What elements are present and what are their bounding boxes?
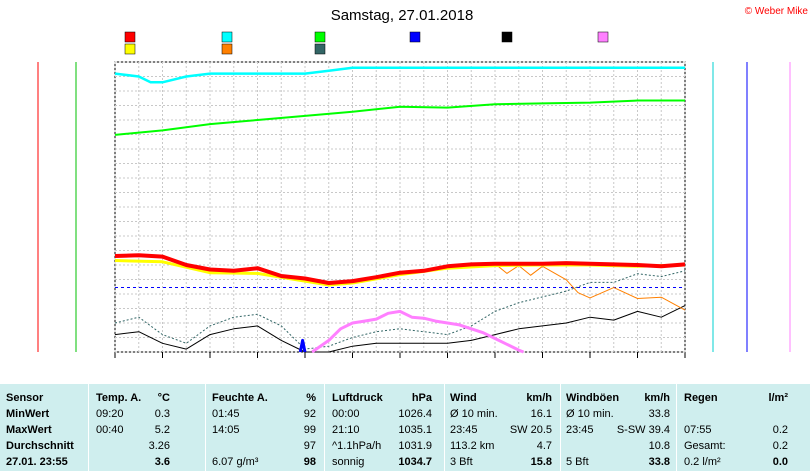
summary-divider (676, 384, 677, 471)
series-line-luftdruck (114, 99, 685, 136)
copyright-text: © Weber Mike (745, 6, 809, 17)
summary-cell: km/h (526, 392, 552, 404)
series-line-solar (311, 309, 525, 354)
summary-cell: Sensor (6, 392, 44, 404)
summary-divider (88, 384, 89, 471)
summary-cell: 3 Bft (450, 456, 473, 468)
summary-cell: hPa (411, 392, 432, 404)
summary-cell: 07:55 (684, 424, 712, 436)
summary-cell: 10.8 (648, 440, 670, 452)
summary-cell: S-SW 39.4 (616, 424, 670, 436)
chart-grid (114, 61, 686, 353)
summary-cell: 5.2 (154, 424, 170, 436)
chart-title: Samstag, 27.01.2018 (331, 7, 474, 24)
summary-cell: sonnig (332, 456, 365, 468)
summary-cell: l/m² (768, 392, 788, 404)
summary-cell: Ø 10 min. (566, 408, 614, 420)
summary-cell: 5 Bft (566, 456, 589, 468)
summary-cell: Wind (450, 392, 477, 404)
summary-cell: 98 (303, 456, 316, 468)
weather-chart: Samstag, 27.01.2018 © Weber Mike (37, 6, 809, 358)
summary-cell: 00:00 (332, 408, 360, 420)
legend-swatch (409, 31, 421, 43)
summary-divider (205, 384, 206, 471)
series-line-feuchtea (114, 66, 685, 84)
legend-swatch (597, 31, 609, 43)
summary-cell: 27.01. 23:55 (6, 456, 68, 468)
summary-cell: 09:20 (96, 408, 124, 420)
legend-swatch (221, 31, 233, 43)
summary-cell: MaxWert (6, 424, 52, 436)
summary-cell: 33.8 (648, 408, 670, 420)
summary-cell: SW 20.5 (509, 424, 552, 436)
summary-divider (560, 384, 561, 471)
summary-cell: 16.1 (530, 408, 552, 420)
legend-swatch (124, 43, 136, 55)
chart-series (114, 66, 686, 354)
legend-swatch (314, 43, 326, 55)
summary-cell: 0.2 (772, 424, 788, 436)
summary-cell: 23:45 (450, 424, 478, 436)
summary-cell: 6.07 g/m³ (212, 456, 259, 468)
chart-axes (37, 62, 791, 358)
summary-cell: 23:45 (566, 424, 594, 436)
summary-cell: 1035.1 (398, 424, 432, 436)
summary-cell: Temp. A. (96, 392, 142, 404)
summary-cell: Windböen (566, 392, 620, 404)
summary-cell: % (306, 392, 316, 404)
summary-cell: 15.8 (530, 456, 552, 468)
summary-cell: 4.7 (536, 440, 552, 452)
legend-swatch (221, 43, 233, 55)
series-line-regen (298, 338, 307, 353)
summary-cell: Regen (684, 392, 718, 404)
summary-cell: Gesamt: (684, 440, 726, 452)
summary-cell: Ø 10 min. (450, 408, 498, 420)
chart-legend (124, 31, 609, 55)
series-line-tempa (114, 253, 686, 285)
legend-swatch (501, 31, 513, 43)
summary-cell: Luftdruck (332, 392, 383, 404)
summary-cell: ^1.1hPa/h (332, 440, 382, 452)
summary-cell: 0.0 (772, 456, 788, 468)
summary-cell: km/h (644, 392, 670, 404)
summary-cell: Durchschnitt (6, 440, 74, 452)
summary-cell: 1031.9 (398, 440, 432, 452)
summary-table: Sensor Temp. A. °C Feuchte A.% Luftdruck hPa W… (0, 384, 810, 471)
summary-divider (444, 384, 445, 471)
summary-cell: 1034.7 (398, 456, 432, 468)
summary-cell: 0.2 (772, 440, 788, 452)
summary-cell: 99 (303, 424, 316, 436)
summary-cell: 97 (303, 440, 316, 452)
summary-cell: 1026.4 (398, 408, 432, 420)
summary-cell: 92 (303, 408, 316, 420)
summary-cell: 21:10 (332, 424, 360, 436)
summary-cell: Feuchte A. (212, 392, 268, 404)
summary-cell: 00:40 (96, 424, 124, 436)
summary-cell: 3.6 (154, 456, 170, 468)
series-line-wind (114, 305, 686, 353)
summary-cell: 0.2 l/m² (684, 456, 721, 468)
summary-cell: °C (157, 392, 170, 404)
summary-cell: MinWert (6, 408, 50, 420)
legend-swatch (314, 31, 326, 43)
summary-cell: 01:45 (212, 408, 240, 420)
summary-cell: 113.2 km (450, 440, 495, 452)
series-line-windchill (494, 263, 686, 311)
summary-cell: 3.26 (148, 440, 170, 452)
summary-divider (324, 384, 325, 471)
legend-swatch (124, 31, 136, 43)
summary-cell: 33.8 (648, 456, 670, 468)
summary-cell: 14:05 (212, 424, 240, 436)
summary-cell: 0.3 (154, 408, 170, 420)
series-line-windben (114, 270, 686, 350)
